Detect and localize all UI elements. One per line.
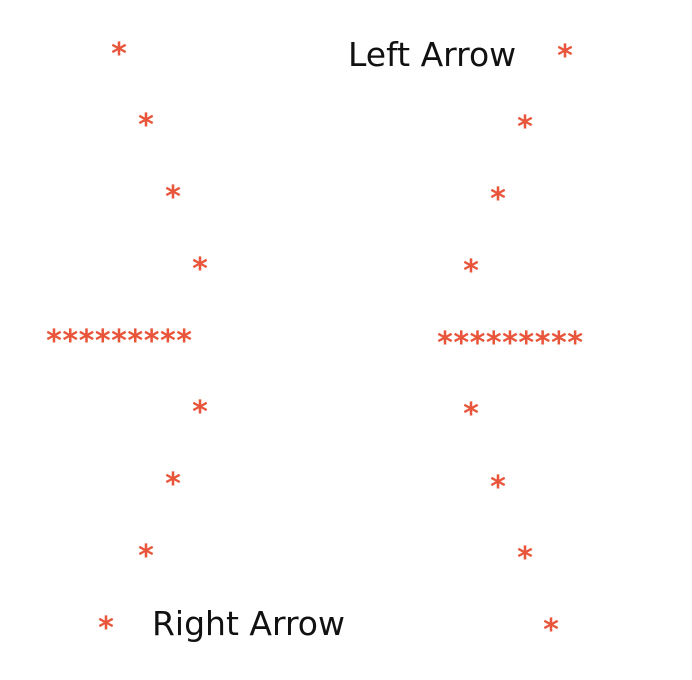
right-arrow-star-row-4: *: [191, 252, 210, 287]
right-arrow-star-row-1: *: [110, 37, 129, 72]
left-arrow-star-row-1: *: [556, 39, 575, 74]
right-arrow-star-row-6: *: [191, 395, 210, 430]
left-arrow-label: Left Arrow: [348, 35, 517, 74]
left-arrow-star-row-3: *: [489, 182, 508, 217]
left-arrow-star-row-8: *: [516, 541, 535, 576]
right-arrow-shaft-row: *********: [45, 324, 193, 359]
left-arrow-shaft-row: *********: [436, 326, 584, 361]
left-arrow-star-row-6: *: [462, 397, 481, 432]
left-arrow-star-row-7: *: [489, 470, 508, 505]
right-arrow-star-row-7: *: [164, 467, 183, 502]
right-arrow-star-row-8: *: [137, 539, 156, 574]
left-arrow-star-row-4: *: [462, 254, 481, 289]
right-arrow-label: Right Arrow: [152, 604, 345, 643]
right-arrow-star-row-3: *: [164, 180, 183, 215]
right-arrow-star-row-9: *: [97, 611, 116, 646]
left-arrow-star-row-2: *: [516, 110, 535, 145]
left-arrow-star-row-9: *: [542, 613, 561, 648]
right-arrow-star-row-2: *: [137, 108, 156, 143]
